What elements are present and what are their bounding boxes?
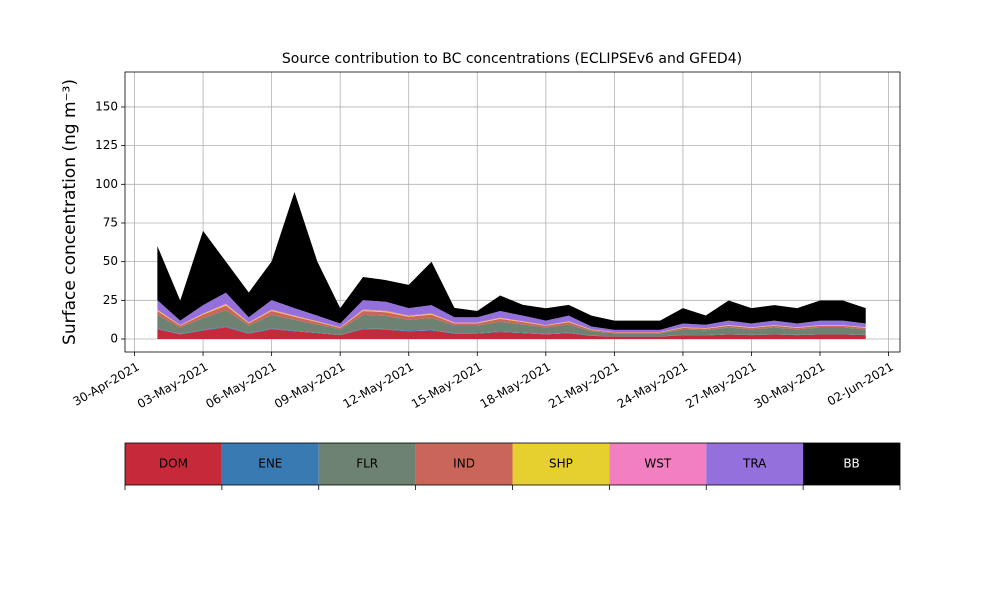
x-tick-label: 30-Apr-2021 bbox=[71, 360, 142, 409]
x-tick-label: 12-May-2021 bbox=[340, 360, 415, 412]
area bbox=[157, 326, 866, 337]
legend-label: FLR bbox=[356, 457, 378, 471]
x-tick-label: 03-May-2021 bbox=[135, 360, 210, 412]
x-tick-label: 18-May-2021 bbox=[478, 360, 553, 412]
legend-label: IND bbox=[453, 457, 475, 471]
x-tick-label: 30-May-2021 bbox=[752, 360, 827, 412]
grid bbox=[125, 72, 900, 352]
legend: DOM ENE FLR IND SHP WST TRA BB bbox=[124, 442, 901, 490]
legend-swatch bbox=[415, 443, 513, 485]
legend-swatch bbox=[512, 443, 610, 485]
legend-swatch bbox=[706, 443, 804, 485]
y-tick-label: 50 bbox=[103, 254, 118, 268]
y-axis-label: Surface concentration (ng m⁻³) bbox=[60, 79, 80, 345]
y-tick-label: 75 bbox=[103, 215, 118, 229]
areas bbox=[157, 192, 866, 340]
x-tick-label: 09-May-2021 bbox=[272, 360, 347, 412]
legend-swatch bbox=[318, 443, 416, 485]
area bbox=[157, 292, 866, 333]
y-tick-label: 150 bbox=[95, 99, 118, 113]
x-tick-label: 02-Jun-2021 bbox=[825, 360, 896, 409]
area bbox=[157, 310, 866, 337]
legend-label: ENE bbox=[258, 457, 282, 471]
y-tick-label: 0 bbox=[110, 332, 118, 346]
legend-label: WST bbox=[644, 457, 671, 471]
chart-title: Source contribution to BC concentrations… bbox=[282, 51, 742, 67]
area bbox=[157, 192, 866, 330]
legend-swatch bbox=[221, 443, 319, 485]
legend-label: SHP bbox=[549, 457, 573, 471]
y-tick-label: 100 bbox=[95, 177, 118, 191]
legend-swatch bbox=[125, 443, 222, 485]
x-tick-label: 06-May-2021 bbox=[203, 360, 278, 412]
y-tick-label: 125 bbox=[95, 138, 118, 152]
legend-label: DOM bbox=[159, 457, 188, 471]
legend-label: BB bbox=[843, 457, 859, 471]
x-tick-label: 21-May-2021 bbox=[546, 360, 621, 412]
legend-label: TRA bbox=[742, 457, 767, 471]
axes: 0 25 50 75 100 125 150 30-Apr-202103-May-202106… bbox=[71, 99, 896, 411]
area bbox=[157, 305, 866, 334]
x-tick-label: 15-May-2021 bbox=[409, 360, 484, 412]
legend-swatch bbox=[803, 443, 900, 485]
x-tick-label: 24-May-2021 bbox=[615, 360, 690, 412]
plot-frame bbox=[124, 71, 901, 353]
area bbox=[157, 327, 866, 340]
x-tick-label: 27-May-2021 bbox=[683, 360, 758, 412]
legend-swatch bbox=[609, 443, 707, 485]
y-tick-label: 25 bbox=[103, 293, 118, 307]
